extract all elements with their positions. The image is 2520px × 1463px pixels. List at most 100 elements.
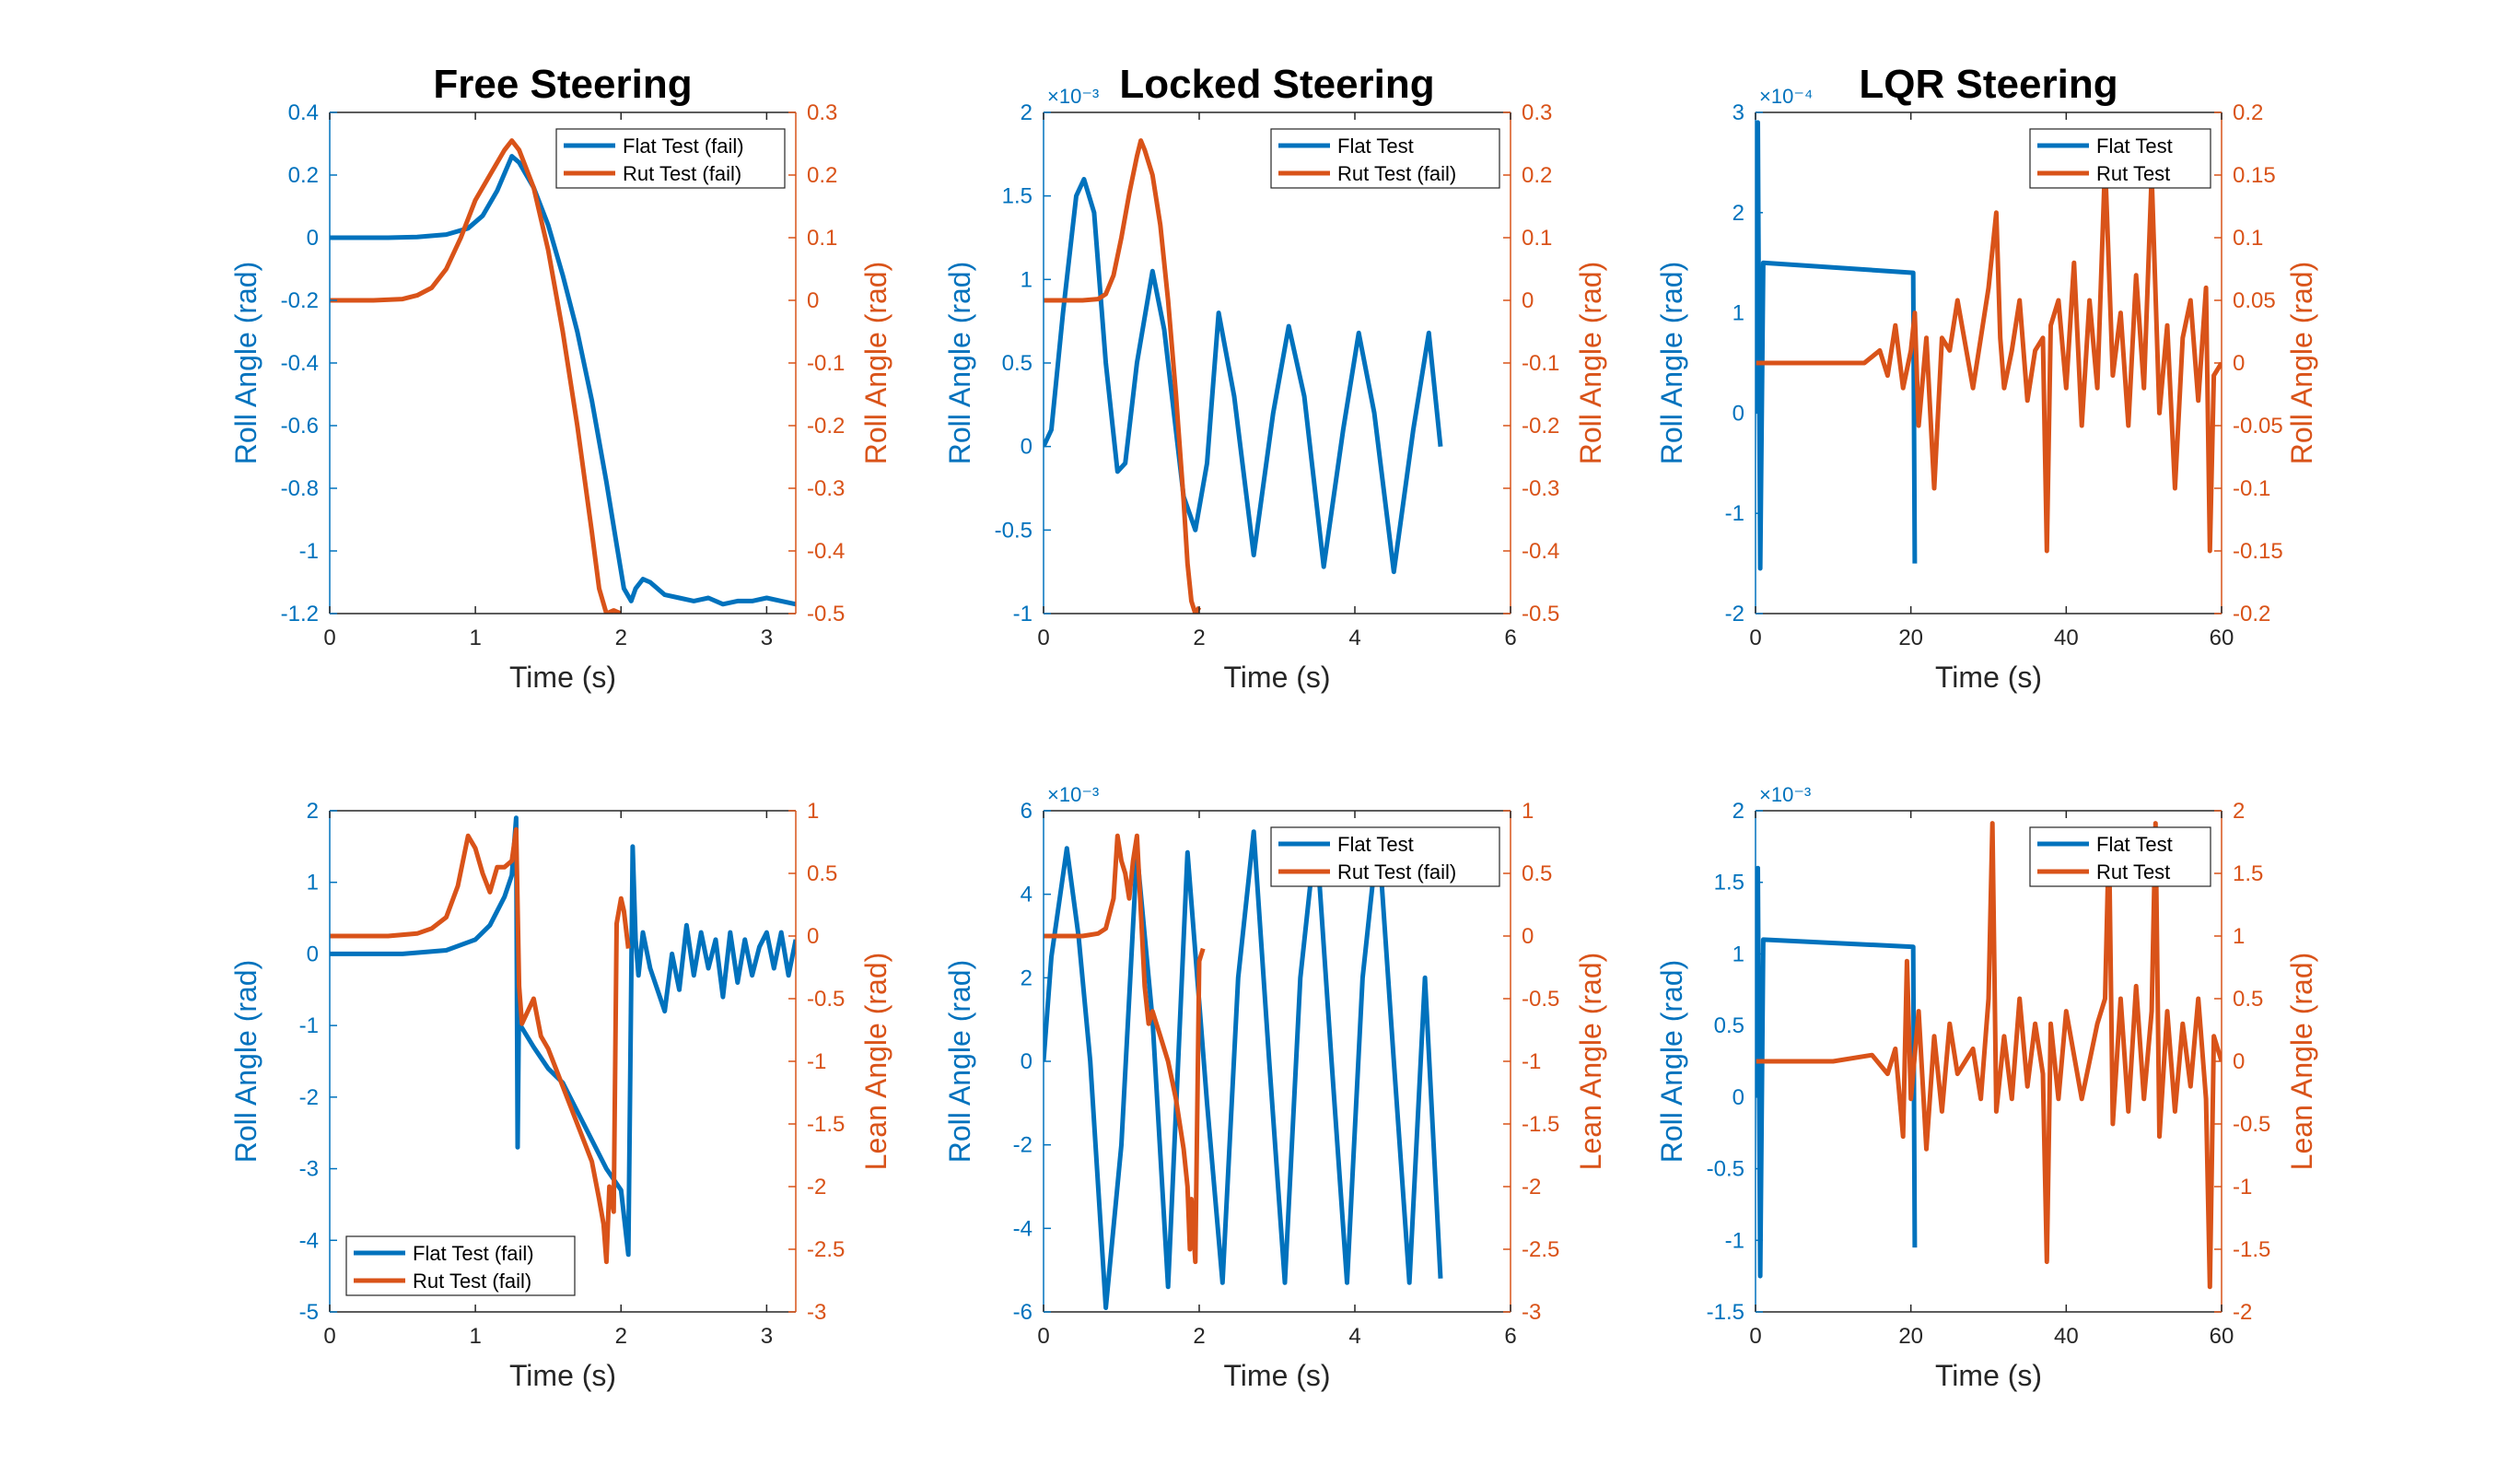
series-line-rut (330, 826, 631, 1265)
y-tick-label-left: 2 (1021, 100, 1032, 125)
y-tick-label-right: -0.5 (2233, 1112, 2270, 1137)
y-tick-label-right: 2 (2233, 799, 2245, 824)
x-tick-label: 6 (1504, 1324, 1516, 1349)
chart-title: LQR Steering (1859, 62, 2118, 107)
y-tick-label-right: 0.5 (807, 861, 837, 886)
subplot-6: 0 20 40 60 -1.5 -1 -0.5 0 0.5 1 1.5 2 -2 -1.5 -1 -0.5 0 0… (1655, 783, 2318, 1392)
y-tick-label-left: -2 (1013, 1133, 1032, 1158)
y-tick-label-right: -0.2 (2233, 602, 2270, 626)
x-axis-label: Time (s) (509, 661, 616, 694)
y-multiplier-left: ×10⁻³ (1047, 783, 1099, 806)
x-tick-label: 3 (761, 626, 773, 650)
y-tick-label-right: -0.2 (1522, 414, 1559, 439)
y-tick-label-left: 0 (1732, 1085, 1744, 1110)
x-tick-label: 6 (1504, 626, 1516, 650)
y-axis-label-left: Roll Angle (rad) (229, 262, 262, 465)
y-tick-label-left: -1.2 (281, 602, 319, 626)
y-tick-label-right: 1 (807, 799, 819, 824)
legend-box (345, 1235, 576, 1296)
y-multiplier-left: ×10⁻³ (1759, 783, 1811, 806)
y-tick-label-right: -0.4 (1522, 539, 1559, 564)
y-tick-label-left: 0.4 (288, 100, 319, 125)
series-line-rut (1756, 821, 2222, 1290)
y-tick-label-left: 6 (1021, 799, 1032, 824)
y-tick-label-right: -0.5 (1522, 602, 1559, 626)
subplot-3: 0 20 40 60 -2 -1 0 1 2 3 -0.2 -0.15 -0.1 -0.05 0 0.05 0.… (1655, 62, 2318, 694)
legend-entry: Rut Test (2096, 162, 2170, 185)
x-tick-label: 40 (2054, 626, 2079, 650)
y-tick-label-left: -0.2 (281, 288, 319, 313)
x-tick-label: 2 (615, 1324, 627, 1349)
x-tick-label: 0 (323, 1324, 335, 1349)
y-axis-label-right: Roll Angle (rad) (859, 262, 892, 465)
y-tick-label-right: 0.1 (1522, 226, 1552, 251)
legend-entry: Flat Test (fail) (413, 1242, 534, 1265)
y-tick-label-right: -1.5 (807, 1112, 845, 1137)
x-tick-label: 20 (1898, 626, 1923, 650)
y-tick-label-left: 4 (1021, 883, 1032, 907)
y-tick-label-left: -2 (1725, 602, 1744, 626)
y-tick-label-right: -2.5 (1522, 1237, 1559, 1262)
y-tick-label-left: -4 (1013, 1216, 1032, 1241)
chart-title: Free Steering (433, 62, 692, 107)
series-line-flat (1756, 865, 1918, 1279)
y-tick-label-left: 0 (1021, 1049, 1032, 1074)
x-tick-label: 1 (469, 626, 481, 650)
x-tick-label: 20 (1898, 1324, 1923, 1349)
x-tick-label: 1 (469, 1324, 481, 1349)
y-tick-label-right: -0.3 (807, 476, 845, 501)
y-axis-label-left: Roll Angle (rad) (943, 960, 976, 1164)
y-tick-label-right: -3 (1522, 1300, 1541, 1325)
y-tick-label-right: 0.3 (1522, 100, 1552, 125)
y-tick-label-right: -3 (807, 1300, 826, 1325)
y-tick-label-left: 1 (1732, 301, 1744, 326)
legend-entry: Rut Test (fail) (1337, 162, 1456, 185)
x-tick-label: 2 (1193, 1324, 1205, 1349)
y-tick-label-left: -1 (1725, 501, 1744, 526)
y-tick-label-right: 0 (1522, 288, 1534, 313)
y-tick-label-left: -1 (1013, 602, 1032, 626)
legend-entry: Flat Test (1337, 833, 1414, 856)
legend-entry: Flat Test (1337, 135, 1414, 158)
y-tick-label-right: -0.1 (1522, 351, 1559, 376)
x-tick-label: 0 (1749, 1324, 1761, 1349)
y-tick-label-left: 0 (1021, 435, 1032, 460)
legend: Flat Test Rut Test (fail) (1270, 128, 1500, 189)
y-tick-label-right: 0.5 (2233, 987, 2263, 1012)
y-tick-label-right: 1.5 (2233, 861, 2263, 886)
y-axis-label-right: Lean Angle (rad) (1574, 953, 1607, 1171)
y-axis-label-right: Lean Angle (rad) (2285, 953, 2318, 1171)
legend: Flat Test Rut Test (fail) (1270, 826, 1500, 887)
x-axis-label: Time (s) (1223, 661, 1330, 694)
x-axis-label: Time (s) (1935, 1359, 2042, 1392)
y-tick-label-right: 0.2 (2233, 100, 2263, 125)
y-tick-label-left: -1 (299, 1013, 319, 1038)
y-tick-label-right: -1.5 (2233, 1237, 2270, 1262)
y-tick-label-left: 1.5 (1714, 871, 1744, 895)
subplot-4: 0 1 2 3 -5 -4 -3 -2 -1 0 1 2 -3 -2.5 -2 -1.5 -1 -0.5 0 0.5 1… (229, 799, 892, 1392)
y-tick-label-left: 0.5 (1002, 351, 1032, 376)
y-tick-label-right: 0.1 (807, 226, 837, 251)
series-line-rut (330, 138, 623, 614)
legend: Flat Test Rut Test (2029, 826, 2211, 887)
y-tick-label-left: 1 (1732, 942, 1744, 966)
y-tick-label-left: -0.4 (281, 351, 319, 376)
legend-entry: Rut Test (fail) (1337, 860, 1456, 884)
legend-entry: Rut Test (2096, 860, 2170, 884)
y-axis-label-left: Roll Angle (rad) (943, 262, 976, 465)
y-axis-label-right: Roll Angle (rad) (2285, 262, 2318, 465)
series-line-flat (330, 815, 796, 1258)
y-tick-label-right: 0 (1522, 924, 1534, 949)
series-line-flat (330, 154, 796, 607)
y-axis-label-left: Roll Angle (rad) (229, 960, 262, 1164)
legend: Flat Test Rut Test (2029, 128, 2211, 189)
y-tick-label-right: -0.1 (2233, 476, 2270, 501)
x-tick-label: 60 (2210, 1324, 2234, 1349)
y-tick-label-right: -2 (1522, 1175, 1541, 1200)
y-tick-label-right: 0.2 (807, 163, 837, 188)
y-tick-label-right: -0.05 (2233, 414, 2283, 439)
x-axis-label: Time (s) (509, 1359, 616, 1392)
series-line-rut (1044, 833, 1206, 1265)
y-tick-label-left: 3 (1732, 100, 1744, 125)
